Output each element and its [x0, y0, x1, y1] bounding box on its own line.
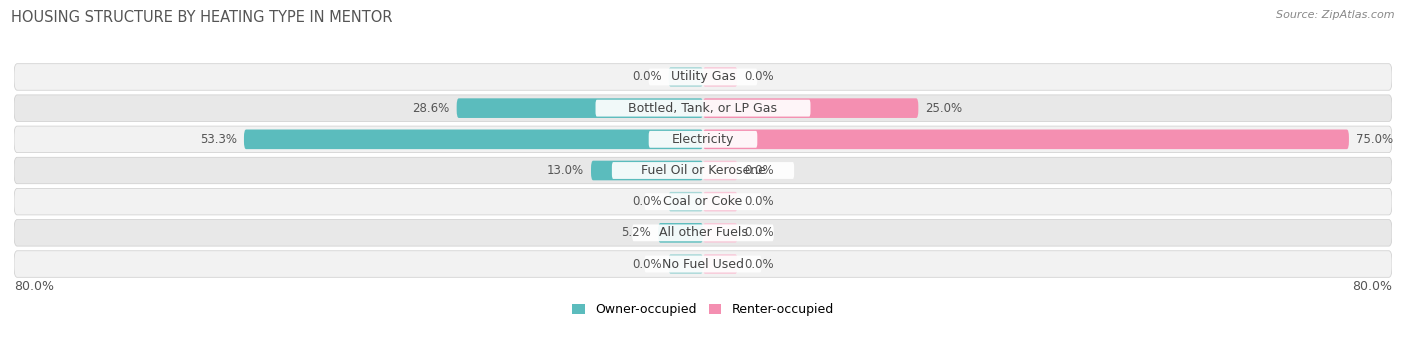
FancyBboxPatch shape — [596, 100, 810, 117]
FancyBboxPatch shape — [648, 131, 758, 148]
FancyBboxPatch shape — [612, 162, 794, 179]
Text: All other Fuels: All other Fuels — [658, 226, 748, 239]
FancyBboxPatch shape — [668, 192, 703, 211]
Text: Electricity: Electricity — [672, 133, 734, 146]
Text: 75.0%: 75.0% — [1355, 133, 1393, 146]
FancyBboxPatch shape — [591, 161, 703, 180]
FancyBboxPatch shape — [703, 192, 738, 211]
FancyBboxPatch shape — [14, 157, 1392, 184]
Text: 0.0%: 0.0% — [744, 71, 773, 84]
Text: 0.0%: 0.0% — [744, 195, 773, 208]
FancyBboxPatch shape — [644, 193, 762, 210]
FancyBboxPatch shape — [457, 98, 703, 118]
Text: 0.0%: 0.0% — [744, 257, 773, 270]
Text: 0.0%: 0.0% — [633, 257, 662, 270]
FancyBboxPatch shape — [14, 220, 1392, 246]
FancyBboxPatch shape — [668, 254, 703, 274]
Text: 0.0%: 0.0% — [744, 226, 773, 239]
Text: 25.0%: 25.0% — [925, 102, 962, 115]
FancyBboxPatch shape — [245, 130, 703, 149]
Text: No Fuel Used: No Fuel Used — [662, 257, 744, 270]
FancyBboxPatch shape — [14, 95, 1392, 121]
FancyBboxPatch shape — [14, 189, 1392, 215]
Text: Fuel Oil or Kerosene: Fuel Oil or Kerosene — [641, 164, 765, 177]
Text: 80.0%: 80.0% — [14, 280, 53, 293]
FancyBboxPatch shape — [703, 161, 738, 180]
Text: 53.3%: 53.3% — [200, 133, 238, 146]
FancyBboxPatch shape — [703, 254, 738, 274]
FancyBboxPatch shape — [14, 251, 1392, 277]
Text: 0.0%: 0.0% — [633, 195, 662, 208]
FancyBboxPatch shape — [668, 67, 703, 87]
FancyBboxPatch shape — [14, 64, 1392, 90]
FancyBboxPatch shape — [633, 224, 773, 241]
FancyBboxPatch shape — [703, 223, 738, 243]
FancyBboxPatch shape — [703, 98, 918, 118]
Text: Source: ZipAtlas.com: Source: ZipAtlas.com — [1277, 10, 1395, 20]
FancyBboxPatch shape — [703, 130, 1348, 149]
Text: 28.6%: 28.6% — [412, 102, 450, 115]
Text: 0.0%: 0.0% — [744, 164, 773, 177]
Legend: Owner-occupied, Renter-occupied: Owner-occupied, Renter-occupied — [568, 298, 838, 321]
Text: 0.0%: 0.0% — [633, 71, 662, 84]
Text: 13.0%: 13.0% — [547, 164, 583, 177]
FancyBboxPatch shape — [14, 126, 1392, 152]
Text: Bottled, Tank, or LP Gas: Bottled, Tank, or LP Gas — [628, 102, 778, 115]
FancyBboxPatch shape — [648, 69, 758, 85]
Text: 80.0%: 80.0% — [1353, 280, 1392, 293]
FancyBboxPatch shape — [644, 256, 762, 272]
Text: Coal or Coke: Coal or Coke — [664, 195, 742, 208]
FancyBboxPatch shape — [658, 223, 703, 243]
Text: 5.2%: 5.2% — [621, 226, 651, 239]
Text: HOUSING STRUCTURE BY HEATING TYPE IN MENTOR: HOUSING STRUCTURE BY HEATING TYPE IN MEN… — [11, 10, 392, 25]
FancyBboxPatch shape — [703, 67, 738, 87]
Text: Utility Gas: Utility Gas — [671, 71, 735, 84]
